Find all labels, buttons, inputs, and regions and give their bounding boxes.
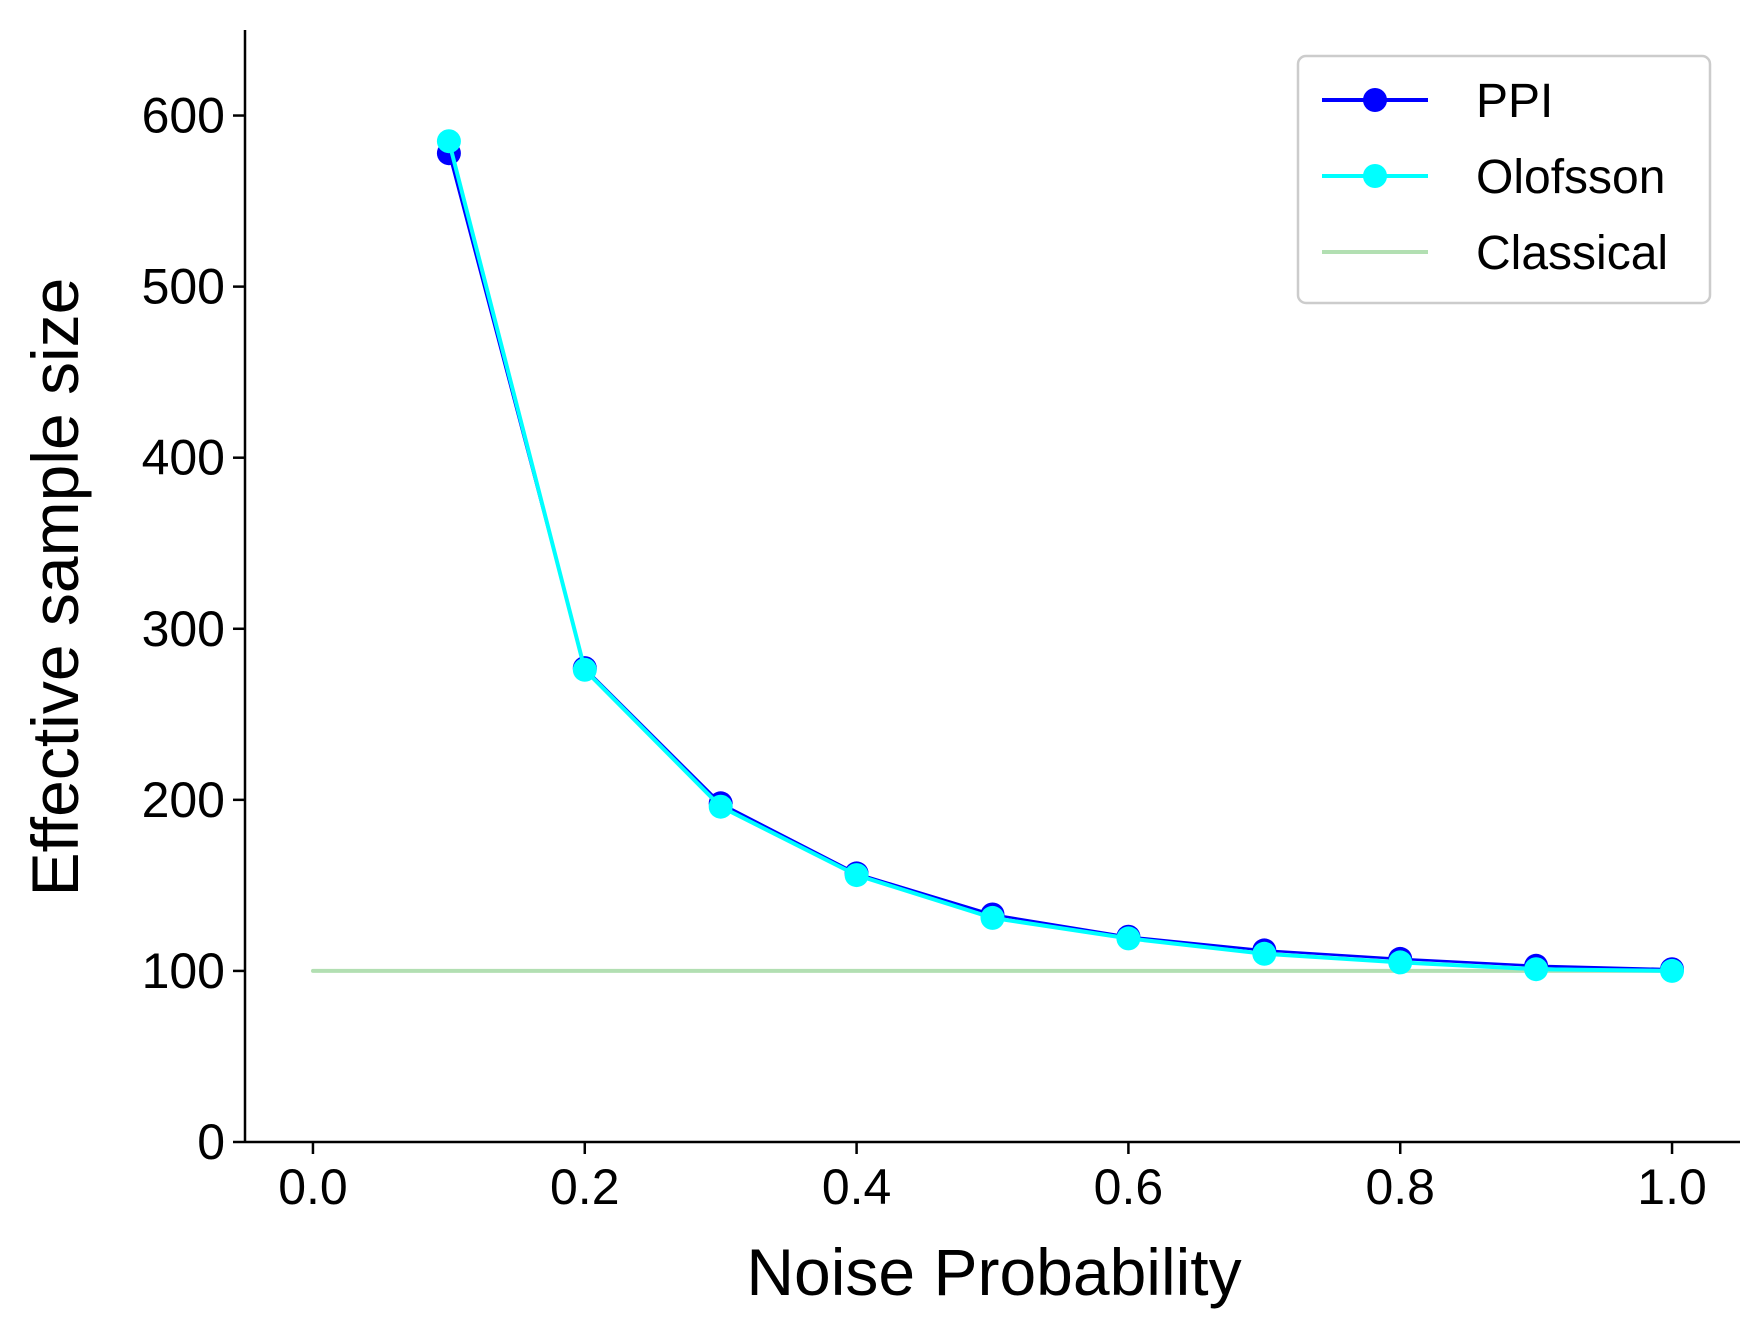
y-tick-label: 100 [142,943,225,999]
data-point-olofsson [1252,941,1277,966]
data-point-olofsson [436,129,461,154]
y-ticks: 0 100 200 300 400 500 600 [142,88,245,1170]
y-tick-label: 500 [142,259,225,315]
data-point-olofsson [844,863,869,888]
data-point-olofsson [1116,926,1141,951]
legend-label: Classical [1476,227,1668,280]
x-tick-label: 0.4 [822,1159,892,1215]
axes [243,30,1740,1144]
data-point-olofsson [1660,958,1684,983]
x-tick-label: 1.0 [1637,1159,1707,1215]
legend-item-ppi: PPI [1322,75,1553,128]
y-axis-label: Effective sample size [18,278,92,897]
x-tick-label: 0.2 [550,1159,620,1215]
legend-item-olofsson: Olofsson [1322,151,1665,204]
y-tick-label: 0 [197,1114,225,1170]
legend-frame [1296,54,1712,305]
y-tick-label: 200 [142,772,225,828]
plot-area [311,129,1684,983]
legend-label: Olofsson [1476,151,1665,204]
legend-label: PPI [1476,75,1553,128]
x-tick-label: 0.6 [1094,1159,1164,1215]
legend-item-classical: Classical [1322,227,1668,280]
legend-swatch-marker [1363,88,1387,112]
legend: PPI Olofsson Classical [1296,54,1712,305]
y-tick-label: 600 [142,88,225,144]
x-tick-label: 0.8 [1365,1159,1435,1215]
y-tick-label: 300 [142,601,225,657]
data-point-olofsson [1388,950,1413,975]
data-point-olofsson [572,657,597,682]
data-point-olofsson [980,905,1005,930]
series-olofsson [436,129,1684,983]
data-point-olofsson [1524,957,1549,982]
series-line-olofsson [446,139,1674,973]
y-tick-label: 400 [142,430,225,486]
x-ticks: 0.0 0.2 0.4 0.6 0.8 1.0 [278,1142,1707,1215]
legend-swatch-marker [1363,164,1387,188]
data-point-olofsson [708,794,733,819]
x-axis-label: Noise Probability [746,1235,1241,1309]
x-tick-label: 0.0 [278,1159,348,1215]
